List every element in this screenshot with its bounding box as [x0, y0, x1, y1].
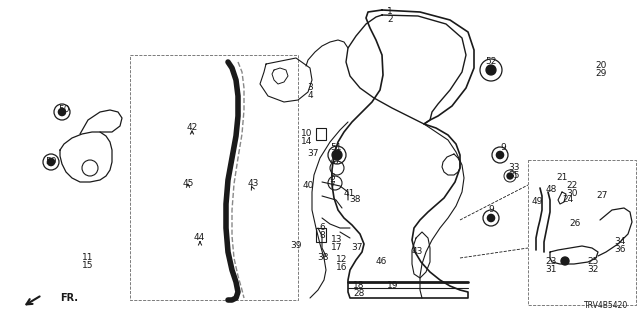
Text: 11: 11 [83, 253, 93, 262]
Text: 22: 22 [566, 181, 578, 190]
Text: 17: 17 [332, 244, 343, 252]
Text: 4: 4 [307, 92, 313, 100]
Text: 1: 1 [387, 7, 393, 17]
Circle shape [488, 214, 495, 221]
Circle shape [58, 108, 65, 116]
Text: 19: 19 [387, 281, 399, 290]
Circle shape [486, 65, 496, 75]
Text: 37: 37 [351, 244, 363, 252]
Text: 29: 29 [595, 69, 607, 78]
Text: 49: 49 [531, 197, 543, 206]
Text: 31: 31 [545, 266, 557, 275]
Text: 15: 15 [83, 261, 93, 270]
Text: 27: 27 [596, 191, 608, 201]
Bar [316, 228, 326, 242]
Text: 51: 51 [330, 143, 342, 153]
Text: 34: 34 [614, 237, 626, 246]
Circle shape [507, 173, 513, 179]
Text: FR.: FR. [60, 293, 78, 303]
Text: 13: 13 [332, 236, 343, 244]
Text: 48: 48 [545, 186, 557, 195]
Text: 21: 21 [556, 173, 568, 182]
Text: 39: 39 [291, 241, 301, 250]
Text: 9: 9 [500, 143, 506, 153]
Text: 10: 10 [301, 129, 313, 138]
Text: 5: 5 [329, 173, 335, 182]
Text: 2: 2 [387, 15, 393, 25]
Text: 36: 36 [614, 245, 626, 254]
Text: 6: 6 [319, 223, 325, 233]
Text: 44: 44 [193, 234, 205, 243]
Text: 28: 28 [353, 289, 365, 298]
Text: 32: 32 [588, 266, 598, 275]
Circle shape [561, 257, 569, 265]
Text: 52: 52 [485, 58, 497, 67]
Text: 30: 30 [566, 189, 578, 198]
Text: 7: 7 [329, 181, 335, 190]
Text: 50: 50 [58, 106, 70, 115]
Text: TRV4B5420: TRV4B5420 [584, 301, 628, 310]
Text: 9: 9 [488, 205, 494, 214]
Text: 16: 16 [336, 263, 348, 273]
Text: 38: 38 [349, 196, 361, 204]
Text: 42: 42 [186, 123, 198, 132]
Text: 8: 8 [319, 231, 325, 241]
Text: 35: 35 [508, 172, 520, 180]
Text: 43: 43 [247, 179, 259, 188]
Text: 3: 3 [307, 84, 313, 92]
Text: 40: 40 [302, 180, 314, 189]
Text: 38: 38 [317, 253, 329, 262]
Text: 24: 24 [563, 196, 573, 204]
Text: 50: 50 [45, 157, 57, 166]
Text: 46: 46 [375, 258, 387, 267]
Circle shape [332, 150, 342, 160]
Text: 23: 23 [545, 258, 557, 267]
Text: 14: 14 [301, 137, 313, 146]
Text: 33: 33 [508, 164, 520, 172]
Text: 12: 12 [336, 255, 348, 265]
Text: 25: 25 [588, 258, 598, 267]
Text: 41: 41 [343, 188, 355, 197]
Text: 45: 45 [182, 179, 194, 188]
Bar [316, 128, 326, 140]
Text: 37: 37 [307, 148, 319, 157]
Text: 26: 26 [570, 220, 580, 228]
Text: 43: 43 [412, 247, 422, 257]
Circle shape [47, 158, 54, 166]
Text: 47: 47 [330, 157, 340, 166]
Text: 20: 20 [595, 61, 607, 70]
Circle shape [497, 151, 504, 159]
Text: 18: 18 [353, 281, 365, 290]
